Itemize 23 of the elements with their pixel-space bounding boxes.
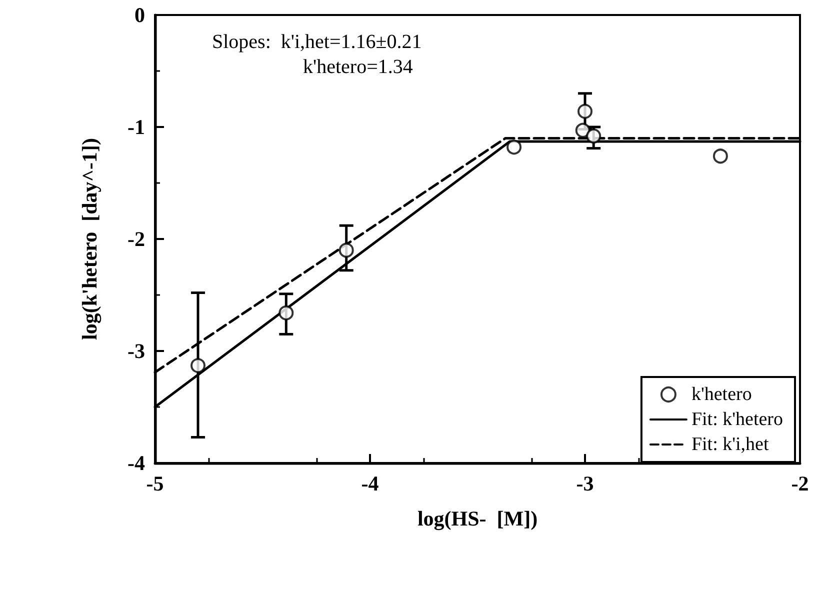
x-tick-label: -3 [576,472,594,496]
point [578,104,592,119]
y-tick-label: -1 [128,115,145,139]
point [278,305,294,320]
legend-label: k'hetero [691,384,752,405]
point [586,128,602,144]
x-tick-label: -4 [361,472,380,496]
x-tick-label: -2 [791,472,809,496]
y-tick-label: -2 [128,227,145,251]
y-tick-label: -4 [128,451,146,475]
point [506,140,522,155]
y-tick-label: -3 [128,339,145,363]
y-tick-label: 0 [134,3,145,27]
point [338,242,354,258]
legend-label: Fit: k'i,het [691,434,770,455]
annotation: Slopes: k'i,het=1.16±0.21 [212,31,422,53]
annotation: k'hetero=1.34 [303,56,413,78]
y-axis-title: log(k'hetero [day^-1]) [78,138,102,340]
point [190,358,206,374]
legend-label: Fit: k'hetero [691,409,784,430]
point [712,148,728,164]
x-axis-title: log(HS- [M]) [417,506,538,530]
x-tick-label: -5 [146,472,164,496]
